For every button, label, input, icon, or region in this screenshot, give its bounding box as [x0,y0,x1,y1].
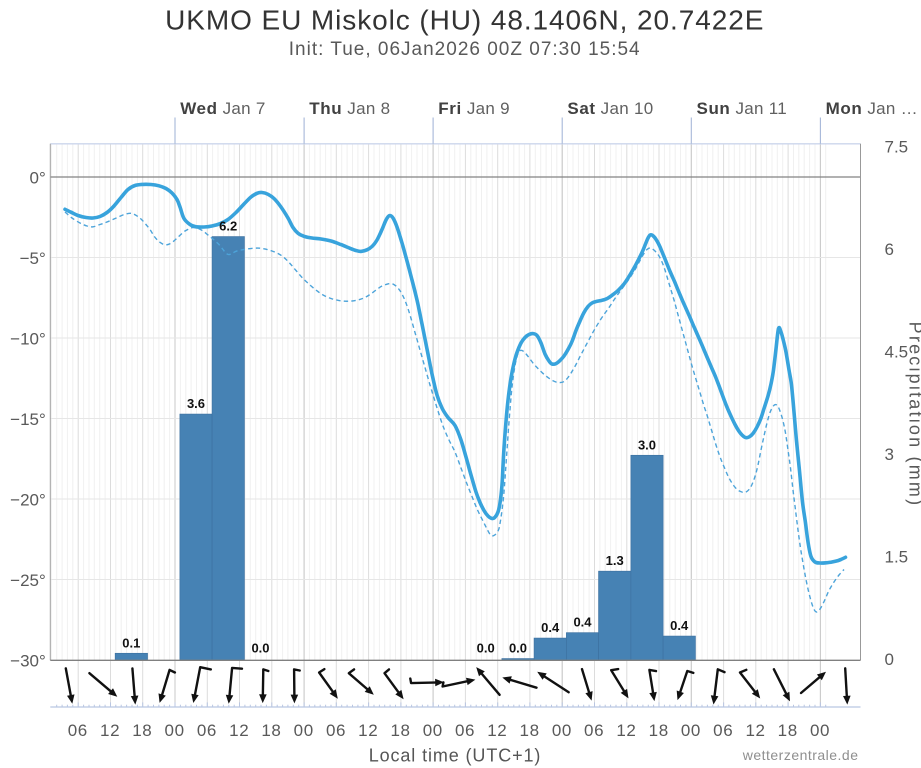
svg-text:12: 12 [745,721,765,740]
svg-text:−20°: −20° [10,490,46,509]
svg-text:06: 06 [197,721,217,740]
svg-text:UKMO EU Miskolc (HU) 48.1406N,: UKMO EU Miskolc (HU) 48.1406N, 20.7422E [165,4,764,35]
svg-text:18: 18 [132,721,152,740]
svg-text:3: 3 [885,445,894,464]
svg-text:12: 12 [100,721,120,740]
svg-text:0°: 0° [30,168,46,187]
svg-text:12: 12 [487,721,507,740]
svg-text:18: 18 [520,721,540,740]
svg-text:Init: Tue, 06Jan2026 00Z 07:30: Init: Tue, 06Jan2026 00Z 07:30 15:54 [289,39,641,60]
svg-text:06: 06 [326,721,346,740]
svg-text:0.0: 0.0 [251,641,269,656]
svg-text:wetterzentrale.de: wetterzentrale.de [742,747,859,763]
svg-text:0: 0 [885,650,894,669]
svg-text:Precipitation (mm): Precipitation (mm) [906,322,921,508]
svg-text:6.2: 6.2 [219,219,237,234]
svg-text:1.5: 1.5 [885,547,909,566]
svg-text:06: 06 [455,721,475,740]
svg-text:06: 06 [584,721,604,740]
svg-text:7.5: 7.5 [885,138,909,157]
svg-text:1.3: 1.3 [606,553,624,568]
svg-text:−30°: −30° [10,651,46,670]
svg-text:12: 12 [229,721,249,740]
svg-text:Sat Jan 10: Sat Jan 10 [567,99,653,118]
svg-text:4.5: 4.5 [885,342,909,361]
svg-text:Wed Jan 7: Wed Jan 7 [180,99,266,118]
svg-text:06: 06 [713,721,733,740]
svg-text:00: 00 [810,721,830,740]
svg-text:0.4: 0.4 [670,618,689,633]
svg-text:Fri Jan 9: Fri Jan 9 [438,99,510,118]
svg-text:0.0: 0.0 [509,641,527,656]
svg-text:00: 00 [165,721,185,740]
svg-text:Thu Jan 8: Thu Jan 8 [309,99,390,118]
svg-text:12: 12 [616,721,636,740]
svg-text:0.1: 0.1 [122,635,140,650]
svg-text:Local time (UTC+1): Local time (UTC+1) [369,746,542,766]
svg-text:3.6: 3.6 [187,396,205,411]
svg-text:12: 12 [358,721,378,740]
svg-text:18: 18 [261,721,281,740]
svg-text:Mon Jan …: Mon Jan … [826,99,918,118]
svg-text:06: 06 [68,721,88,740]
svg-text:−25°: −25° [10,571,46,590]
svg-text:0.4: 0.4 [541,620,560,635]
svg-text:18: 18 [778,721,798,740]
svg-text:0.4: 0.4 [573,615,592,630]
svg-text:00: 00 [681,721,701,740]
svg-text:3.0: 3.0 [638,437,656,452]
svg-text:0.0: 0.0 [477,641,495,656]
svg-text:00: 00 [552,721,572,740]
svg-text:00: 00 [294,721,314,740]
svg-text:Sun Jan 11: Sun Jan 11 [697,99,788,118]
svg-text:−10°: −10° [10,329,46,348]
svg-text:18: 18 [390,721,410,740]
svg-text:18: 18 [649,721,669,740]
svg-text:00: 00 [423,721,443,740]
svg-text:−5°: −5° [20,249,46,268]
svg-text:−15°: −15° [10,410,46,429]
svg-text:6: 6 [885,240,894,259]
